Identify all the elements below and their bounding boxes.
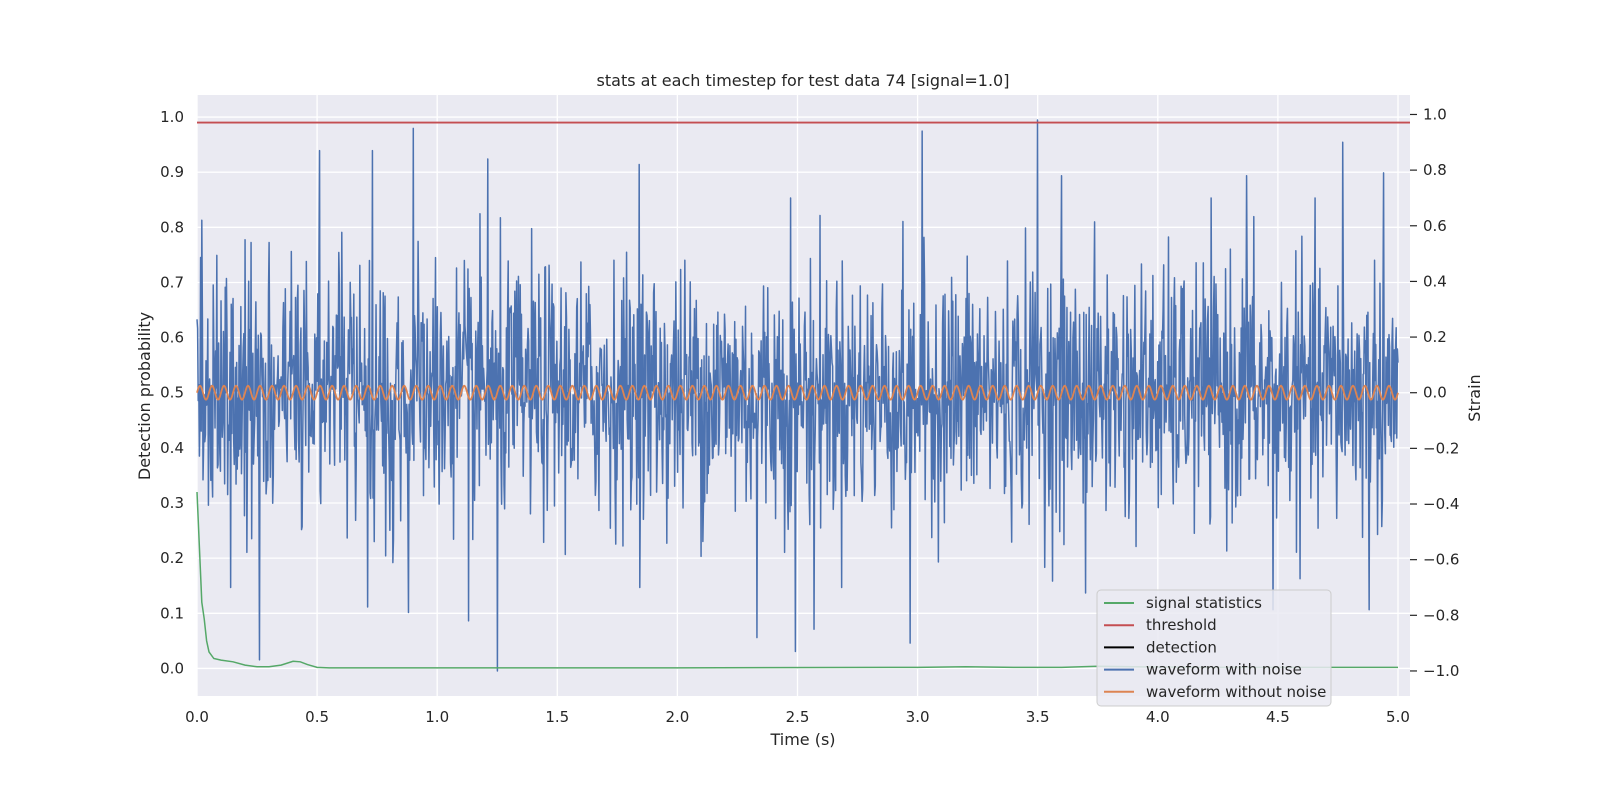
right-y-tick-label: 0.8 (1423, 161, 1447, 179)
legend-box (1096, 589, 1332, 707)
left-y-tick-label: 0.8 (160, 218, 184, 236)
right-y-tick-label: −0.8 (1423, 606, 1459, 624)
x-tick-label: 2.0 (665, 708, 689, 726)
right-y-axis-label: Strain (1465, 374, 1484, 421)
series-waveform-without-noise (196, 384, 1399, 401)
legend-label: threshold (1146, 616, 1217, 634)
series-waveform-with-noise (196, 119, 1399, 672)
left-y-tick-label: 0.3 (160, 494, 184, 512)
x-tick-label: 1.5 (545, 708, 569, 726)
right-y-tick-label: 0.4 (1423, 272, 1447, 290)
legend-label: detection (1146, 638, 1217, 656)
right-y-tick-label: −0.2 (1423, 439, 1459, 457)
right-y-tick-label: 0.2 (1423, 328, 1447, 346)
x-tick-label: 3.5 (1026, 708, 1050, 726)
x-tick-label: 0.0 (185, 708, 209, 726)
left-y-tick-label: 0.5 (160, 384, 184, 402)
right-y-tick-label: −0.4 (1423, 495, 1459, 513)
left-y-tick-label: 0.4 (160, 439, 184, 457)
left-y-tick-label: 0.1 (160, 604, 184, 622)
left-y-tick-label: 0.6 (160, 329, 184, 347)
x-tick-label: 4.5 (1266, 708, 1290, 726)
x-tick-label: 4.0 (1146, 708, 1170, 726)
left-y-axis-label: Detection probability (135, 312, 154, 480)
chart-title: stats at each timestep for test data 74 … (597, 71, 1010, 90)
x-axis-label: Time (s) (769, 730, 835, 749)
series-signal-statistics (196, 491, 1398, 669)
legend-label: waveform with noise (1146, 661, 1302, 679)
left-y-tick-label: 1.0 (160, 108, 184, 126)
x-tick-label: 2.5 (786, 708, 810, 726)
right-y-tick-label: −0.6 (1423, 551, 1459, 569)
left-y-tick-label: 0.7 (160, 273, 184, 291)
left-y-tick-label: 0.2 (160, 549, 184, 567)
right-y-tick-label: 0.0 (1423, 384, 1447, 402)
legend-label: signal statistics (1146, 594, 1262, 612)
left-y-tick-label: 0.9 (160, 163, 184, 181)
right-y-tick-labels: −1.0 −0.8 −0.6 −0.4 −0.2 0.0 0.2 0.4 0.6 0.8 1.0 (1410, 105, 1459, 680)
legend-label: waveform without noise (1146, 683, 1326, 701)
x-tick-labels: 0.0 0.5 1.0 1.5 2.0 2.5 3.0 3.5 4.0 4.5 5.0 (185, 708, 1410, 726)
x-tick-label: 1.0 (425, 708, 449, 726)
x-tick-label: 0.5 (305, 708, 329, 726)
x-tick-label: 5.0 (1386, 708, 1410, 726)
series-layer (196, 119, 1410, 672)
left-y-tick-labels: 0.0 0.1 0.2 0.3 0.4 0.5 0.6 0.7 0.8 0.9 1.0 (160, 108, 184, 677)
right-y-tick-label: −1.0 (1423, 662, 1459, 680)
x-tick-label: 3.0 (906, 708, 930, 726)
left-y-tick-label: 0.0 (160, 659, 184, 677)
legend: signal statistics threshold detection wavef… (1096, 589, 1332, 707)
right-y-tick-label: 0.6 (1423, 217, 1447, 235)
right-y-tick-label: 1.0 (1423, 105, 1447, 123)
